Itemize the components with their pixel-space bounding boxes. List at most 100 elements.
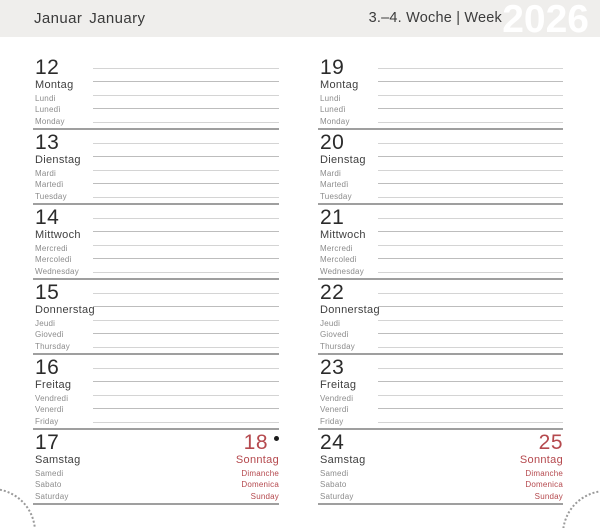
ruled-line[interactable] xyxy=(378,307,563,321)
ruled-line[interactable] xyxy=(93,409,279,423)
writing-lines[interactable] xyxy=(93,280,279,348)
ruled-line[interactable] xyxy=(93,307,279,321)
ruled-line[interactable] xyxy=(378,355,563,369)
writing-lines[interactable] xyxy=(93,355,279,423)
ruled-line[interactable] xyxy=(93,382,279,396)
writing-lines[interactable] xyxy=(378,280,563,348)
ruled-line[interactable] xyxy=(378,321,563,334)
writing-lines[interactable] xyxy=(93,130,279,198)
day-name-de: Mittwoch xyxy=(35,229,81,241)
ruled-line[interactable] xyxy=(93,184,279,198)
ruled-line[interactable] xyxy=(93,396,279,409)
ruled-line[interactable] xyxy=(378,409,563,423)
ruled-line[interactable] xyxy=(93,232,279,246)
ruled-line[interactable] xyxy=(378,280,563,294)
day-name-it: Giovedì xyxy=(320,330,349,339)
week-label: 3.–4. Woche | Week xyxy=(368,10,502,26)
ruled-line[interactable] xyxy=(378,369,563,382)
day-labels: 13 Dienstag Mardi Martedì Tuesday xyxy=(33,130,279,202)
ruled-line[interactable] xyxy=(93,96,279,109)
ruled-line[interactable] xyxy=(378,171,563,184)
ruled-line[interactable] xyxy=(378,109,563,123)
ruled-line[interactable] xyxy=(378,82,563,96)
ruled-line[interactable] xyxy=(93,294,279,307)
day-name-fr: Samedi xyxy=(320,468,349,478)
ruled-line[interactable] xyxy=(93,171,279,184)
day-number: 20 xyxy=(320,131,345,154)
day-name-de: Mittwoch xyxy=(320,229,366,241)
day-number: 15 xyxy=(35,281,60,304)
writing-lines[interactable] xyxy=(378,205,563,273)
ruled-line[interactable] xyxy=(378,396,563,409)
ruled-line[interactable] xyxy=(378,294,563,307)
ruled-line[interactable] xyxy=(93,157,279,171)
day-number: 24 xyxy=(320,431,345,454)
ruled-line[interactable] xyxy=(93,205,279,219)
ruled-line[interactable] xyxy=(93,144,279,157)
day-name-fr: Mercredi xyxy=(35,243,68,253)
day-name-fr: Jeudi xyxy=(35,318,56,328)
day-number: 23 xyxy=(320,356,345,379)
day-name-it: Domenica xyxy=(525,480,563,489)
day-name-de: Donnerstag xyxy=(320,304,380,316)
day-name-it: Giovedì xyxy=(35,330,64,339)
day-number: 21 xyxy=(320,206,345,229)
ruled-line[interactable] xyxy=(378,157,563,171)
weekend-block: 24 Samstag Samedi Sabato Saturday 25 Son… xyxy=(318,430,563,505)
day-name-de: Dienstag xyxy=(35,154,81,166)
ruled-line[interactable] xyxy=(93,280,279,294)
day-name-it: Lunedì xyxy=(35,105,61,114)
ruled-line[interactable] xyxy=(378,205,563,219)
day-name-de: Dienstag xyxy=(320,154,366,166)
writing-lines[interactable] xyxy=(378,355,563,423)
day-block-thursday: 15 Donnerstag Jeudi Giovedì Thursday xyxy=(33,280,279,355)
ruled-line[interactable] xyxy=(93,334,279,348)
ruled-line[interactable] xyxy=(378,259,563,273)
ruled-line[interactable] xyxy=(93,355,279,369)
day-name-en: Thursday xyxy=(320,341,355,351)
day-labels: 14 Mittwoch Mercredi Mercoledì Wednesday xyxy=(33,205,279,277)
ruled-line[interactable] xyxy=(378,334,563,348)
year-badge: 2026 xyxy=(502,0,589,37)
week-column-right: 19 Montag Lundi Lunedì Monday 20 Diensta… xyxy=(318,55,563,505)
day-block-monday: 12 Montag Lundi Lunedì Monday xyxy=(33,55,279,130)
day-name-it: Lunedì xyxy=(320,105,346,114)
day-name-it: Venerdì xyxy=(35,405,64,414)
day-name-en: Monday xyxy=(320,116,350,126)
writing-lines[interactable] xyxy=(93,205,279,273)
ruled-line[interactable] xyxy=(93,109,279,123)
ruled-line[interactable] xyxy=(93,259,279,273)
sunday-labels: 18 Sonntag Dimanche Domenica Sunday xyxy=(236,430,279,503)
ruled-line[interactable] xyxy=(378,69,563,82)
ruled-line[interactable] xyxy=(378,144,563,157)
writing-lines[interactable] xyxy=(378,55,563,123)
ruled-line[interactable] xyxy=(378,219,563,232)
day-name-it: Martedì xyxy=(35,180,64,189)
day-number: 13 xyxy=(35,131,60,154)
writing-lines[interactable] xyxy=(93,55,279,123)
ruled-line[interactable] xyxy=(93,369,279,382)
day-name-fr: Lundi xyxy=(35,93,56,103)
writing-lines[interactable] xyxy=(378,130,563,198)
ruled-line[interactable] xyxy=(378,96,563,109)
header: Januar January 3.–4. Woche | Week 2026 xyxy=(0,0,600,37)
ruled-line[interactable] xyxy=(378,232,563,246)
day-name-de: Sonntag xyxy=(519,454,563,466)
day-number: 18 xyxy=(243,431,268,454)
day-name-en: Friday xyxy=(320,416,344,426)
ruled-line[interactable] xyxy=(378,184,563,198)
ruled-line[interactable] xyxy=(378,382,563,396)
ruled-line[interactable] xyxy=(378,130,563,144)
ruled-line[interactable] xyxy=(378,55,563,69)
ruled-line[interactable] xyxy=(93,219,279,232)
ruled-line[interactable] xyxy=(93,69,279,82)
day-number: 16 xyxy=(35,356,60,379)
ruled-line[interactable] xyxy=(93,82,279,96)
day-name-it: Mercoledì xyxy=(35,255,72,264)
ruled-line[interactable] xyxy=(378,246,563,259)
ruled-line[interactable] xyxy=(93,130,279,144)
ruled-line[interactable] xyxy=(93,321,279,334)
day-name-fr: Jeudi xyxy=(320,318,341,328)
ruled-line[interactable] xyxy=(93,246,279,259)
ruled-line[interactable] xyxy=(93,55,279,69)
